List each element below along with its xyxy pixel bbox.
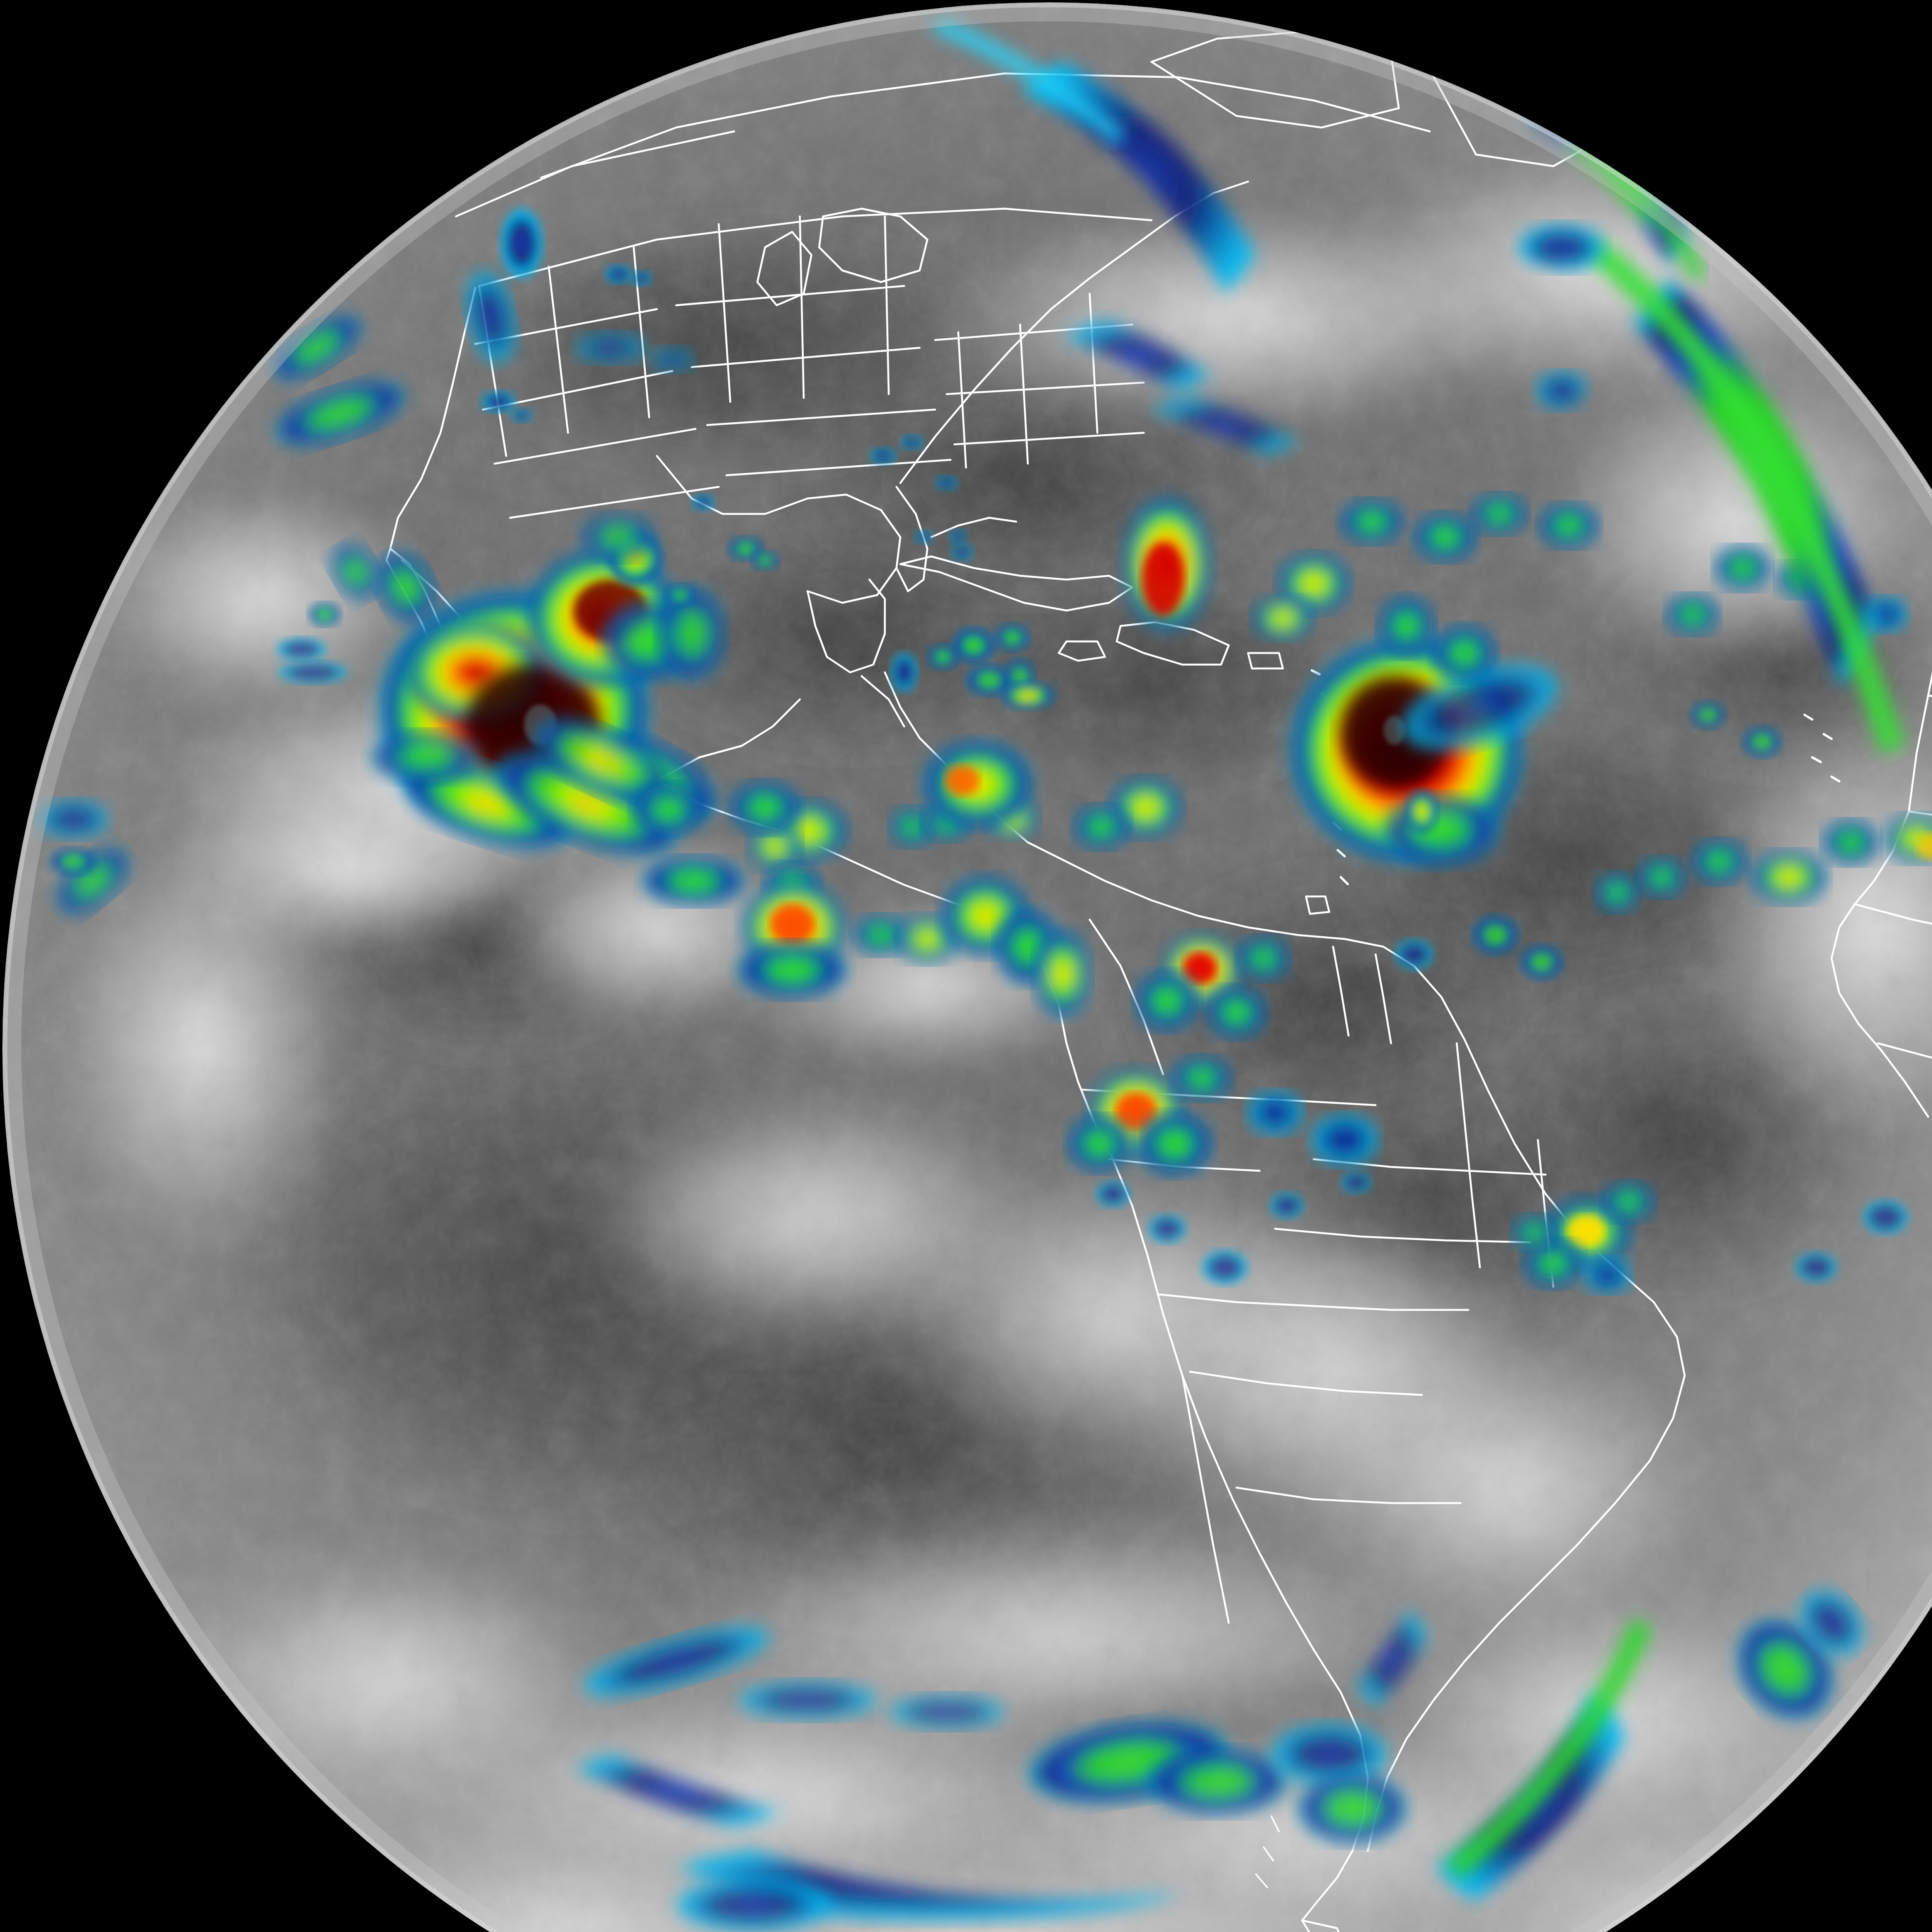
satellite-image-viewport: GOES Full Disk Enhanced Infrared Imagery… <box>0 0 1932 1932</box>
full-disk-satellite-image <box>0 0 1932 1932</box>
